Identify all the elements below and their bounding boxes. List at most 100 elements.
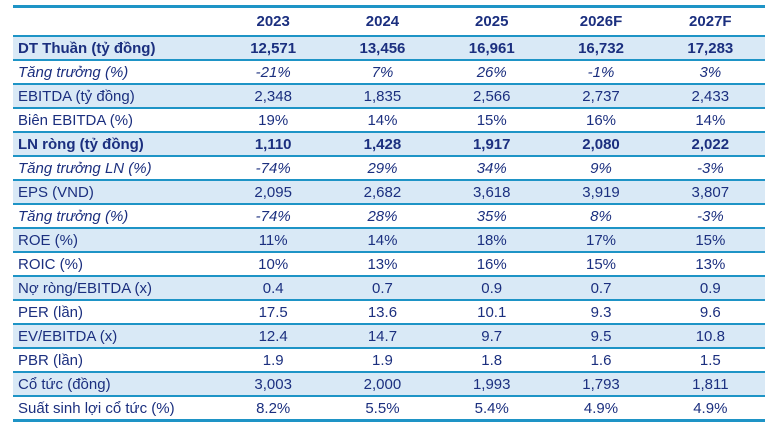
value-cell: 2,348 xyxy=(218,84,328,109)
value-cell: 0.9 xyxy=(437,276,547,301)
value-cell: 12.4 xyxy=(218,324,328,349)
financial-summary-table-wrap: 2023 2024 2025 2026F 2027F DT Thuần (tỷ … xyxy=(13,5,765,422)
value-cell: 10.8 xyxy=(655,324,765,349)
row-label: EBITDA (tỷ đồng) xyxy=(13,84,219,109)
column-header-label xyxy=(13,5,219,37)
value-cell: 14% xyxy=(327,108,438,133)
value-cell: 1.9 xyxy=(327,348,438,373)
value-cell: 2,022 xyxy=(655,132,765,157)
row-label: Cổ tức (đồng) xyxy=(13,372,219,397)
value-cell: 34% xyxy=(437,156,547,181)
table-row: DT Thuần (tỷ đồng) 12,571 13,456 16,961 16,7… xyxy=(13,36,765,61)
value-cell: 16,732 xyxy=(546,36,656,61)
value-cell: -74% xyxy=(218,156,328,181)
value-cell: 2,566 xyxy=(437,84,547,109)
table-row: Tăng trưởng (%) -74% 28% 35% 8% -3% xyxy=(13,204,765,229)
value-cell: 1.8 xyxy=(437,348,547,373)
value-cell: 29% xyxy=(327,156,438,181)
value-cell: 11% xyxy=(218,228,328,253)
row-label: PBR (lần) xyxy=(13,348,219,373)
table-row: Tăng trưởng (%) -21% 7% 26% -1% 3% xyxy=(13,60,765,85)
row-label: Tăng trưởng LN (%) xyxy=(13,156,219,181)
table-row: ROE (%) 11% 14% 18% 17% 15% xyxy=(13,228,765,253)
table-row: Cổ tức (đồng) 3,003 2,000 1,993 1,793 1,811 xyxy=(13,372,765,397)
value-cell: 16% xyxy=(437,252,547,277)
table-row: PBR (lần) 1.9 1.9 1.8 1.6 1.5 xyxy=(13,348,765,373)
value-cell: 14% xyxy=(327,228,438,253)
table-body: DT Thuần (tỷ đồng) 12,571 13,456 16,961 16,7… xyxy=(13,36,765,422)
value-cell: -74% xyxy=(218,204,328,229)
row-label: EV/EBITDA (x) xyxy=(13,324,219,349)
value-cell: 0.7 xyxy=(546,276,656,301)
value-cell: 10.1 xyxy=(437,300,547,325)
row-label: Tăng trưởng (%) xyxy=(13,60,219,85)
value-cell: 15% xyxy=(655,228,765,253)
value-cell: 2,737 xyxy=(546,84,656,109)
value-cell: 26% xyxy=(437,60,547,85)
row-label: LN ròng (tỷ đồng) xyxy=(13,132,219,157)
value-cell: 9.3 xyxy=(546,300,656,325)
value-cell: 3,919 xyxy=(546,180,656,205)
value-cell: 13.6 xyxy=(327,300,438,325)
value-cell: 17% xyxy=(546,228,656,253)
value-cell: 35% xyxy=(437,204,547,229)
row-label: ROE (%) xyxy=(13,228,219,253)
value-cell: 13% xyxy=(655,252,765,277)
value-cell: -3% xyxy=(655,204,765,229)
row-label: PER (lần) xyxy=(13,300,219,325)
value-cell: 16% xyxy=(546,108,656,133)
value-cell: 1.9 xyxy=(218,348,328,373)
table-row: EPS (VND) 2,095 2,682 3,618 3,919 3,807 xyxy=(13,180,765,205)
value-cell: 1,993 xyxy=(437,372,547,397)
table-row: Tăng trưởng LN (%) -74% 29% 34% 9% -3% xyxy=(13,156,765,181)
value-cell: 5.4% xyxy=(437,396,547,422)
table-row: EV/EBITDA (x) 12.4 14.7 9.7 9.5 10.8 xyxy=(13,324,765,349)
value-cell: 1.5 xyxy=(655,348,765,373)
row-label: Nợ ròng/EBITDA (x) xyxy=(13,276,219,301)
value-cell: 13% xyxy=(327,252,438,277)
value-cell: 4.9% xyxy=(655,396,765,422)
column-header-2027f: 2027F xyxy=(655,5,765,37)
value-cell: 15% xyxy=(437,108,547,133)
table-row: Biên EBITDA (%) 19% 14% 15% 16% 14% xyxy=(13,108,765,133)
value-cell: 14.7 xyxy=(327,324,438,349)
value-cell: 1.6 xyxy=(546,348,656,373)
value-cell: 3% xyxy=(655,60,765,85)
row-label: Tăng trưởng (%) xyxy=(13,204,219,229)
table-row: PER (lần) 17.5 13.6 10.1 9.3 9.6 xyxy=(13,300,765,325)
value-cell: 0.7 xyxy=(327,276,438,301)
table-row: Suất sinh lợi cổ tức (%) 8.2% 5.5% 5.4% 4.9%… xyxy=(13,396,765,422)
value-cell: 0.9 xyxy=(655,276,765,301)
value-cell: 10% xyxy=(218,252,328,277)
value-cell: 15% xyxy=(546,252,656,277)
row-label: DT Thuần (tỷ đồng) xyxy=(13,36,219,61)
header-row: 2023 2024 2025 2026F 2027F xyxy=(13,5,765,37)
value-cell: 2,682 xyxy=(327,180,438,205)
value-cell: 16,961 xyxy=(437,36,547,61)
value-cell: 8% xyxy=(546,204,656,229)
table-row: Nợ ròng/EBITDA (x) 0.4 0.7 0.9 0.7 0.9 xyxy=(13,276,765,301)
column-header-2026f: 2026F xyxy=(546,5,656,37)
value-cell: 3,807 xyxy=(655,180,765,205)
value-cell: 4.9% xyxy=(546,396,656,422)
value-cell: 9.6 xyxy=(655,300,765,325)
value-cell: 28% xyxy=(327,204,438,229)
value-cell: 14% xyxy=(655,108,765,133)
value-cell: 9% xyxy=(546,156,656,181)
value-cell: 13,456 xyxy=(327,36,438,61)
column-header-2025: 2025 xyxy=(437,5,547,37)
value-cell: 19% xyxy=(218,108,328,133)
value-cell: -21% xyxy=(218,60,328,85)
value-cell: 17,283 xyxy=(655,36,765,61)
table-header: 2023 2024 2025 2026F 2027F xyxy=(13,5,765,37)
value-cell: 8.2% xyxy=(218,396,328,422)
value-cell: 1,811 xyxy=(655,372,765,397)
value-cell: -1% xyxy=(546,60,656,85)
value-cell: 12,571 xyxy=(218,36,328,61)
value-cell: 17.5 xyxy=(218,300,328,325)
value-cell: 3,003 xyxy=(218,372,328,397)
value-cell: 9.7 xyxy=(437,324,547,349)
value-cell: -3% xyxy=(655,156,765,181)
row-label: Biên EBITDA (%) xyxy=(13,108,219,133)
